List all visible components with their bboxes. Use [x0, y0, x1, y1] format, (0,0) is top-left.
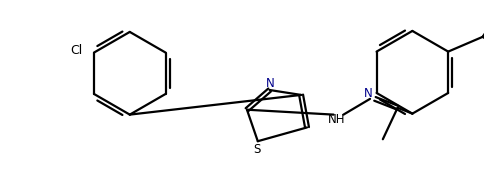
- Text: N: N: [266, 77, 275, 90]
- Text: S: S: [253, 143, 261, 156]
- Text: NH: NH: [328, 113, 346, 126]
- Text: N: N: [364, 87, 372, 100]
- Text: Cl: Cl: [70, 44, 82, 57]
